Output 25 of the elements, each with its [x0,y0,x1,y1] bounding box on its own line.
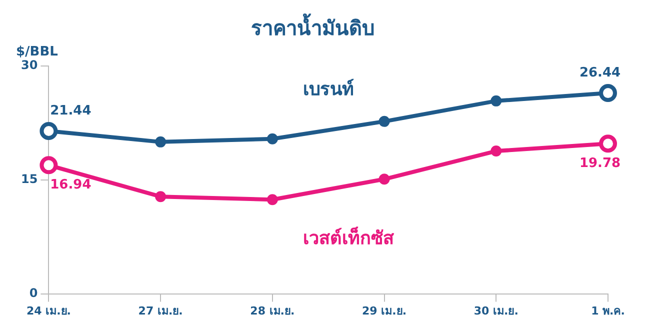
point [378,174,390,185]
point [490,95,502,106]
y-tick-label: 0 [29,286,38,300]
x-tick-label: 27 เม.ย. [138,304,183,318]
point [266,194,278,206]
data-label: 19.78 [579,156,621,171]
y-tick-label: 15 [20,172,38,186]
y-axis-title: $/BBL [16,44,58,60]
data-label: 16.94 [50,178,92,193]
data-label: 26.44 [579,65,621,80]
chart-title: ราคาน้ำมันดิบ [251,13,375,40]
point [266,133,278,144]
x-tick-label: 29 เม.ย. [362,304,407,318]
x-tick-label: 1 พ.ค. [591,304,625,318]
x-tick-label: 28 เม.ย. [250,304,295,318]
data-label: 21.44 [50,103,92,118]
point [155,191,166,202]
point [490,146,502,157]
series-label: เบรนท์ [302,78,354,100]
y-tick-label: 30 [20,58,38,72]
point [378,116,390,127]
series-label: เวสต์เท็กซัส [302,226,395,250]
x-tick-label: 24 เม.ย. [26,304,71,318]
x-tick-label: 30 เม.ย. [474,304,518,318]
point [155,136,166,148]
